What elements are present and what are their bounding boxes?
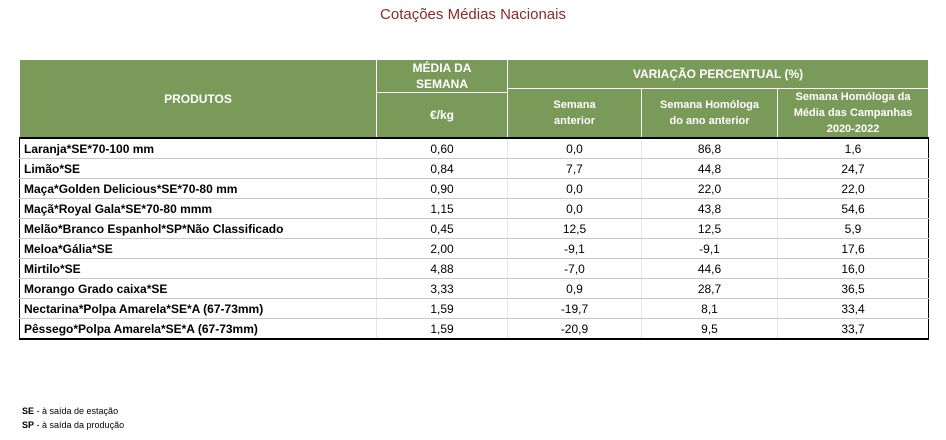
header-homologa-ano-line1: Semana Homóloga bbox=[659, 99, 760, 111]
footnotes: SE - à saída de estação SP - à saída da … bbox=[22, 404, 124, 432]
cell-produto: Morango Grado caixa*SE bbox=[19, 278, 377, 299]
footnote-sp-code: SP bbox=[22, 420, 35, 430]
cell-campanhas: 33,4 bbox=[776, 298, 930, 319]
cell-anterior: 0,0 bbox=[507, 198, 642, 219]
cell-campanhas: 36,5 bbox=[776, 278, 930, 299]
table-row: Maça*Golden Delicious*SE*70-80 mm 0,90 0… bbox=[19, 178, 930, 199]
cell-media: 4,88 bbox=[376, 258, 508, 279]
cell-anterior: -20,9 bbox=[507, 318, 642, 340]
cell-produto: Nectarina*Polpa Amarela*SE*A (67-73mm) bbox=[19, 298, 377, 319]
cell-media: 0,84 bbox=[376, 158, 508, 179]
table-row: Limão*SE 0,84 7,7 44,8 24,7 bbox=[19, 158, 930, 179]
cell-campanhas: 1,6 bbox=[776, 137, 930, 159]
cell-media: 1,15 bbox=[376, 198, 508, 219]
cell-media: 1,59 bbox=[376, 318, 508, 340]
cell-ano: -9,1 bbox=[641, 238, 778, 259]
cell-anterior: -7,0 bbox=[507, 258, 642, 279]
cell-campanhas: 24,7 bbox=[776, 158, 930, 179]
cell-produto: Laranja*SE*70-100 mm bbox=[19, 137, 377, 159]
cell-anterior: 0,0 bbox=[507, 178, 642, 199]
header-homologa-media: Semana Homóloga da Média das Campanhas 2… bbox=[776, 88, 930, 139]
cell-media: 0,90 bbox=[376, 178, 508, 199]
footnote-se: SE - à saída de estação bbox=[22, 404, 124, 418]
cell-ano: 28,7 bbox=[641, 278, 778, 299]
cell-media: 0,60 bbox=[376, 137, 508, 159]
cell-anterior: -19,7 bbox=[507, 298, 642, 319]
header-homologa-media-line1: Semana Homóloga da bbox=[795, 91, 911, 103]
table-row: Mirtilo*SE 4,88 -7,0 44,6 16,0 bbox=[19, 258, 930, 279]
prices-table: PRODUTOS MÉDIA DA SEMANA VARIAÇÃO PERCEN… bbox=[19, 59, 930, 340]
cell-produto: Maçã*Royal Gala*SE*70-80 mmm bbox=[19, 198, 377, 219]
table-row: Morango Grado caixa*SE 3,33 0,9 28,7 36,… bbox=[19, 278, 930, 299]
table-row: Melão*Branco Espanhol*SP*Não Classificad… bbox=[19, 218, 930, 239]
cell-produto: Mirtilo*SE bbox=[19, 258, 377, 279]
cell-produto: Pêssego*Polpa Amarela*SE*A (67-73mm) bbox=[19, 318, 377, 340]
cell-anterior: -9,1 bbox=[507, 238, 642, 259]
cell-ano: 12,5 bbox=[641, 218, 778, 239]
cell-ano: 86,8 bbox=[641, 137, 778, 159]
table-row: Pêssego*Polpa Amarela*SE*A (67-73mm) 1,5… bbox=[19, 318, 930, 340]
cell-media: 2,00 bbox=[376, 238, 508, 259]
header-homologa-media-line3: 2020-2022 bbox=[826, 123, 880, 135]
cell-campanhas: 17,6 bbox=[776, 238, 930, 259]
footnote-se-code: SE bbox=[22, 406, 35, 416]
footnote-se-text: - à saída de estação bbox=[34, 406, 119, 416]
page-title: Cotações Médias Nacionais bbox=[380, 6, 566, 23]
header-media-line1: MÉDIA DA bbox=[412, 61, 472, 75]
cell-produto: Meloa*Gália*SE bbox=[19, 238, 377, 259]
header-homologa-ano: Semana Homóloga do ano anterior bbox=[641, 88, 778, 139]
cell-media: 3,33 bbox=[376, 278, 508, 299]
cell-campanhas: 33,7 bbox=[776, 318, 930, 340]
header-semana-anterior-line1: Semana bbox=[553, 99, 596, 111]
cell-ano: 22,0 bbox=[641, 178, 778, 199]
header-semana-anterior: Semana anterior bbox=[507, 88, 642, 139]
cell-ano: 44,6 bbox=[641, 258, 778, 279]
cell-campanhas: 22,0 bbox=[776, 178, 930, 199]
header-variacao: VARIAÇÃO PERCENTUAL (%) bbox=[506, 59, 930, 89]
header-homologa-ano-line2: do ano anterior bbox=[669, 115, 750, 127]
header-homologa-media-line2: Média das Campanhas bbox=[793, 107, 913, 119]
table-row: Meloa*Gália*SE 2,00 -9,1 -9,1 17,6 bbox=[19, 238, 930, 259]
header-media-line2: SEMANA bbox=[415, 77, 468, 91]
cell-anterior: 7,7 bbox=[507, 158, 642, 179]
cell-anterior: 0,0 bbox=[507, 137, 642, 159]
cell-media: 1,59 bbox=[376, 298, 508, 319]
cell-produto: Melão*Branco Espanhol*SP*Não Classificad… bbox=[19, 218, 377, 239]
cell-campanhas: 16,0 bbox=[776, 258, 930, 279]
header-produtos: PRODUTOS bbox=[19, 59, 377, 139]
cell-anterior: 0,9 bbox=[507, 278, 642, 299]
header-semana-anterior-line2: anterior bbox=[554, 115, 595, 127]
table-row: Maçã*Royal Gala*SE*70-80 mmm 1,15 0,0 43… bbox=[19, 198, 930, 219]
cell-ano: 44,8 bbox=[641, 158, 778, 179]
cell-produto: Maça*Golden Delicious*SE*70-80 mm bbox=[19, 178, 377, 199]
header-media-semana: MÉDIA DA SEMANA bbox=[376, 59, 508, 93]
cell-anterior: 12,5 bbox=[507, 218, 642, 239]
footnote-sp: SP - à saída da produção bbox=[22, 418, 124, 432]
cell-produto: Limão*SE bbox=[19, 158, 377, 179]
header-unit: €/kg bbox=[376, 92, 508, 139]
cell-ano: 9,5 bbox=[641, 318, 778, 340]
table-row: Nectarina*Polpa Amarela*SE*A (67-73mm) 1… bbox=[19, 298, 930, 319]
cell-ano: 43,8 bbox=[641, 198, 778, 219]
cell-campanhas: 5,9 bbox=[776, 218, 930, 239]
cell-ano: 8,1 bbox=[641, 298, 778, 319]
footnote-sp-text: - à saída da produção bbox=[34, 420, 125, 430]
table-row: Laranja*SE*70-100 mm 0,60 0,0 86,8 1,6 bbox=[19, 137, 930, 159]
cell-media: 0,45 bbox=[376, 218, 508, 239]
cell-campanhas: 54,6 bbox=[776, 198, 930, 219]
